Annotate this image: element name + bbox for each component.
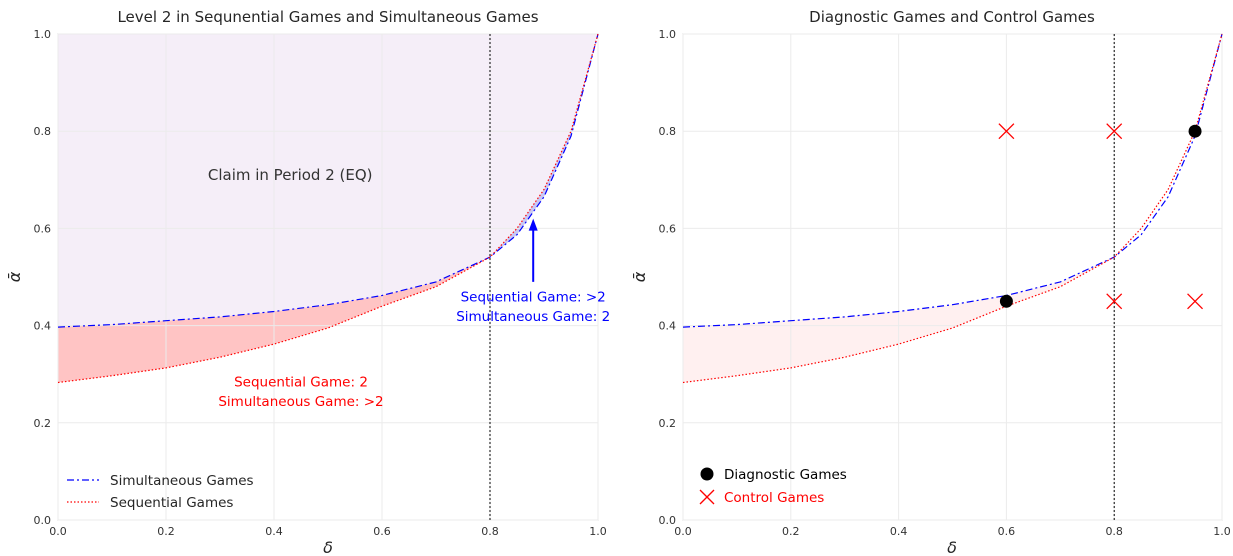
y-tick-label: 0.0 [659, 514, 677, 527]
claim-region [58, 34, 598, 328]
x-tick-label: 0.2 [157, 525, 175, 538]
y-tick-label: 0.2 [34, 417, 52, 430]
x-tick-label: 0.2 [782, 525, 800, 538]
control-point-stroke [1106, 293, 1123, 310]
right-x-axis-label: δ [947, 538, 957, 556]
right-plot-area [682, 33, 1223, 521]
x-tick-label: 0.0 [49, 525, 67, 538]
y-tick-label: 0.8 [659, 125, 677, 138]
x-tick-label: 0.0 [674, 525, 692, 538]
y-tick-label: 0.4 [34, 320, 52, 333]
y-tick-label: 0.6 [659, 222, 677, 235]
right-grid [682, 33, 1223, 521]
left-tick-labels: 0.0 0.2 0.4 0.6 0.8 1.0 0.0 0.2 0.4 0.6 0.8 1.0 [34, 28, 607, 538]
legend-diagnostic-marker [700, 467, 714, 481]
control-point [1106, 293, 1123, 310]
blue-annotation-line2: Simultaneous Game: 2 [456, 309, 610, 325]
diagnostic-point [1188, 124, 1202, 138]
diagnostic-point [999, 294, 1013, 308]
y-tick-label: 0.4 [659, 320, 677, 333]
simultaneous-games-line [57, 33, 599, 328]
right-chart: 0.0 0.2 0.4 0.6 0.8 1.0 0.0 0.2 0.4 0.6 0.8 1.0 Dia… [630, 8, 1231, 556]
x-tick-label: 0.6 [998, 525, 1016, 538]
x-tick-label: 0.6 [373, 525, 391, 538]
legend-control-marker [699, 489, 715, 505]
legend-diagnostic-label: Diagnostic Games [724, 467, 847, 483]
y-tick-label: 1.0 [34, 28, 52, 41]
arrow-head [528, 218, 538, 231]
y-tick-label: 0.6 [34, 222, 52, 235]
control-point [1106, 123, 1123, 140]
control-point-stroke [1187, 293, 1204, 310]
red-annotation-line1: Sequential Game: 2 [234, 374, 368, 390]
left-grid [57, 33, 599, 521]
scatter-points [998, 123, 1204, 310]
control-point [1187, 293, 1204, 310]
left-legend: Simultaneous Games Sequential Games [67, 473, 254, 511]
x-tick-label: 1.0 [589, 525, 607, 538]
y-tick-label: 0.0 [34, 514, 52, 527]
y-tick-label: 0.8 [34, 125, 52, 138]
left-y-axis-label: ᾱ [5, 271, 24, 282]
control-point [998, 123, 1015, 140]
claim-annotation: Claim in Period 2 (EQ) [208, 166, 373, 184]
y-tick-label: 1.0 [659, 28, 677, 41]
x-tick-label: 0.8 [1105, 525, 1123, 538]
x-tick-label: 1.0 [1213, 525, 1231, 538]
legend-simultaneous-label: Simultaneous Games [110, 473, 254, 489]
x-tick-label: 0.8 [481, 525, 499, 538]
arrow-annotation [528, 218, 538, 282]
red-annotation-line2: Simultaneous Game: >2 [218, 394, 383, 410]
right-y-axis-label: ᾱ [630, 271, 649, 282]
control-point-stroke [998, 123, 1015, 140]
right-legend: Diagnostic Games Control Games [699, 467, 847, 506]
right-chart-title: Diagnostic Games and Control Games [809, 8, 1095, 26]
right-tick-labels: 0.0 0.2 0.4 0.6 0.8 1.0 0.0 0.2 0.4 0.6 0.8 1.0 [659, 28, 1231, 538]
x-tick-label: 0.4 [265, 525, 283, 538]
left-x-axis-label: δ [323, 538, 333, 556]
blue-annotation-line1: Sequential Game: >2 [461, 289, 606, 305]
left-chart-title: Level 2 in Sequnential Games and Simulta… [117, 8, 538, 26]
left-chart: 0.0 0.2 0.4 0.6 0.8 1.0 0.0 0.2 0.4 0.6 0.8 1.0 Cla… [5, 8, 610, 556]
x-tick-label: 0.4 [890, 525, 908, 538]
control-point-stroke [1106, 123, 1123, 140]
legend-sequential-label: Sequential Games [110, 495, 233, 511]
legend-control-label: Control Games [724, 490, 824, 506]
y-tick-label: 0.2 [659, 417, 677, 430]
sequential-games-line [57, 33, 599, 384]
